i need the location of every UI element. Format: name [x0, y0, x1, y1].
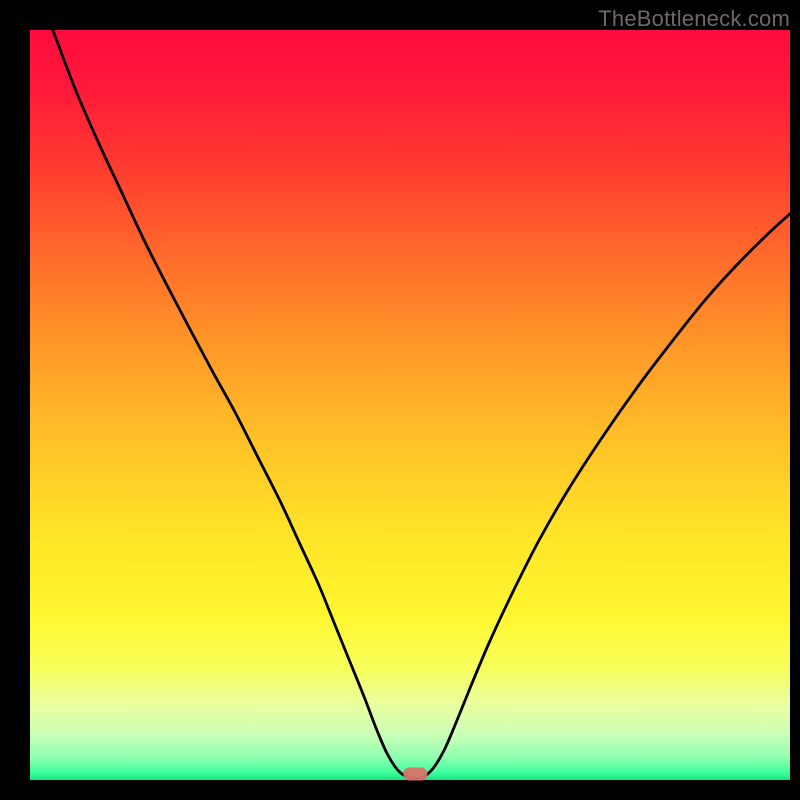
chart-container: TheBottleneck.com	[0, 0, 800, 800]
curve-overlay	[30, 30, 790, 780]
plot-area	[30, 30, 790, 780]
bottleneck-curve	[53, 30, 790, 779]
watermark-text: TheBottleneck.com	[598, 6, 790, 32]
minimum-marker	[403, 768, 427, 781]
